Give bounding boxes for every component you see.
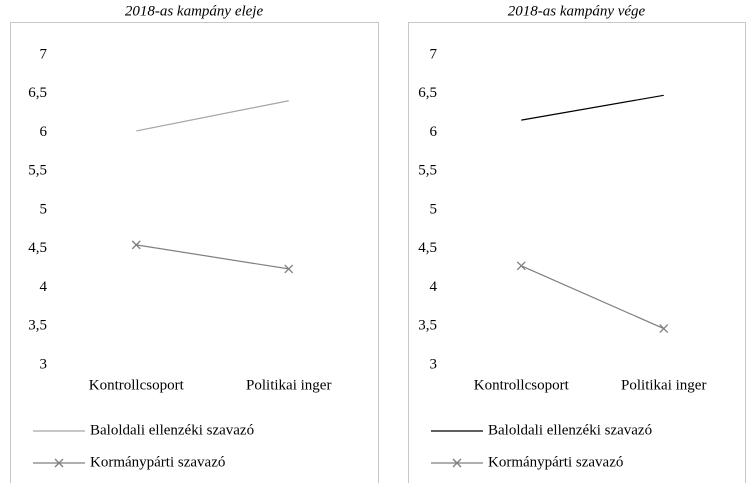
y-tick-label: 4,5 [28, 240, 47, 256]
y-tick-label: 6 [430, 124, 438, 140]
y-tick-label: 3 [430, 356, 438, 372]
y-tick-label: 5,5 [418, 163, 437, 179]
y-tick-label: 3 [40, 356, 48, 372]
series-line [136, 100, 289, 132]
y-tick-label: 7 [430, 46, 438, 62]
y-tick-label: 5 [40, 201, 48, 217]
y-tick-label: 6,5 [418, 85, 437, 101]
panel-frame [10, 22, 379, 483]
y-tick-label: 6,5 [28, 85, 47, 101]
y-tick-label: 4,5 [418, 240, 437, 256]
y-tick-label: 6 [40, 124, 48, 140]
legend-label: Baloldali ellenzéki szavazó [488, 422, 652, 438]
y-tick-label: 4 [40, 279, 48, 295]
marker [659, 324, 669, 334]
x-tick-label: Politikai inger [246, 377, 331, 393]
marker [284, 264, 294, 274]
y-tick-label: 5,5 [28, 163, 47, 179]
legend-label: Kormánypárti szavazó [90, 454, 225, 470]
series-line [521, 265, 664, 330]
series-line [521, 94, 664, 121]
y-tick-label: 5 [430, 201, 438, 217]
panel-frame [408, 22, 746, 483]
x-tick-label: Kontrollcsoport [474, 377, 570, 393]
x-tick-label: Politikai inger [621, 377, 706, 393]
legend-marker [452, 458, 462, 468]
x-tick-label: Kontrollcsoport [89, 377, 185, 393]
series-line [136, 244, 289, 270]
marker [516, 261, 526, 271]
legend-label: Baloldali ellenzéki szavazó [90, 422, 254, 438]
y-tick-label: 3,5 [418, 318, 437, 334]
chart-title: 2018-as kampány vége [508, 3, 646, 19]
legend-marker [54, 458, 64, 468]
y-tick-label: 7 [40, 46, 48, 62]
y-tick-label: 3,5 [28, 318, 47, 334]
marker [131, 240, 141, 250]
legend-label: Kormánypárti szavazó [488, 454, 623, 470]
y-tick-label: 4 [430, 279, 438, 295]
chart-title: 2018-as kampány eleje [125, 3, 264, 19]
